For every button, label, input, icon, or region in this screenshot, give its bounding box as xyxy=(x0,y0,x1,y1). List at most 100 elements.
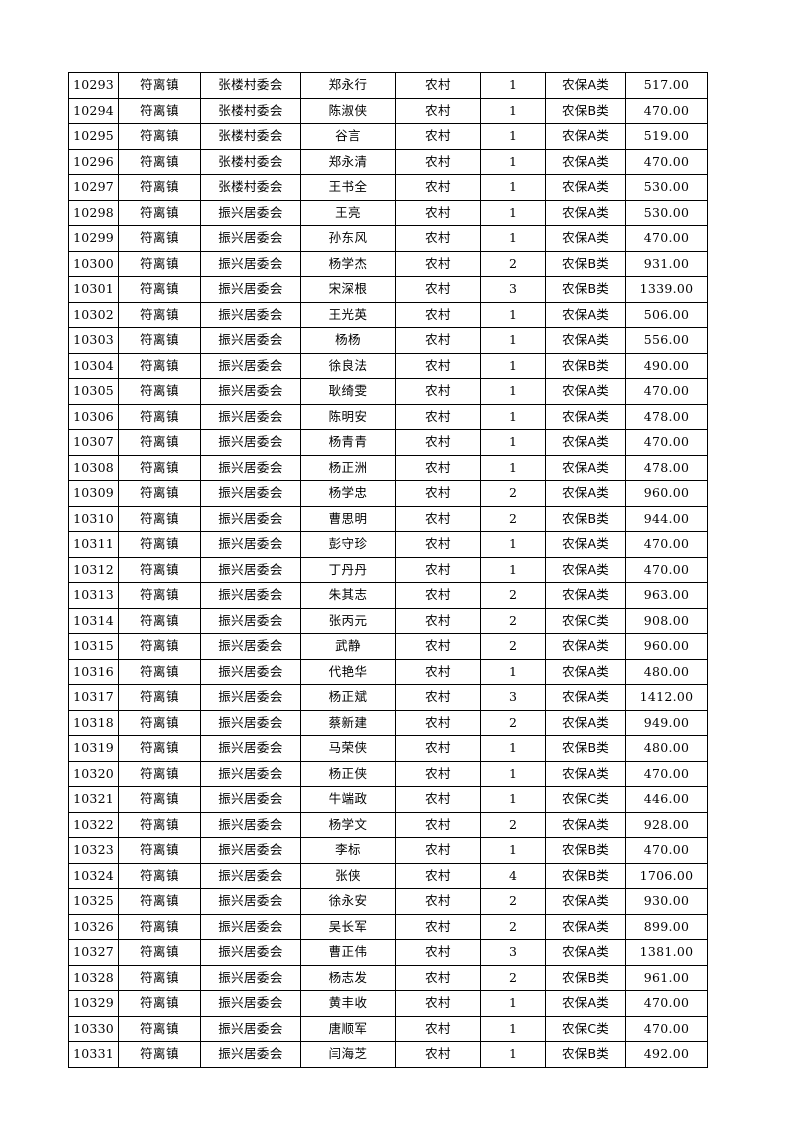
cell-category: 农保A类 xyxy=(545,174,626,201)
cell-category: 农保C类 xyxy=(545,1015,626,1042)
cell-id: 10328 xyxy=(68,964,119,991)
cell-count: 2 xyxy=(480,250,546,277)
cell-category: 农保B类 xyxy=(545,97,626,124)
cell-id: 10326 xyxy=(68,913,119,940)
cell-amount: 1339.00 xyxy=(625,276,708,303)
cell-village: 振兴居委会 xyxy=(200,811,301,838)
table-row: 10302 符离镇 振兴居委会 王光英 农村 1 农保A类 506.00 xyxy=(68,301,708,328)
table-row: 10327 符离镇 振兴居委会 曹正伟 农村 3 农保A类 1381.00 xyxy=(68,939,708,966)
cell-count: 1 xyxy=(480,454,546,481)
cell-category: 农保A类 xyxy=(545,454,626,481)
cell-name: 杨学杰 xyxy=(300,250,396,277)
cell-name: 杨正洲 xyxy=(300,454,396,481)
cell-id: 10321 xyxy=(68,786,119,813)
cell-name: 杨正斌 xyxy=(300,684,396,711)
cell-town: 符离镇 xyxy=(118,888,201,915)
cell-amount: 519.00 xyxy=(625,123,708,150)
cell-id: 10311 xyxy=(68,531,119,558)
cell-village: 振兴居委会 xyxy=(200,250,301,277)
cell-count: 1 xyxy=(480,1041,546,1068)
table-row: 10301 符离镇 振兴居委会 宋深根 农村 3 农保B类 1339.00 xyxy=(68,276,708,303)
cell-amount: 961.00 xyxy=(625,964,708,991)
cell-town: 符离镇 xyxy=(118,556,201,583)
cell-category: 农保B类 xyxy=(545,276,626,303)
cell-category: 农保A类 xyxy=(545,403,626,430)
cell-town: 符离镇 xyxy=(118,531,201,558)
cell-name: 闫海芝 xyxy=(300,1041,396,1068)
cell-name: 杨志发 xyxy=(300,964,396,991)
cell-household: 农村 xyxy=(395,148,481,175)
cell-town: 符离镇 xyxy=(118,684,201,711)
cell-id: 10298 xyxy=(68,199,119,226)
cell-name: 丁丹丹 xyxy=(300,556,396,583)
cell-category: 农保A类 xyxy=(545,939,626,966)
cell-id: 10299 xyxy=(68,225,119,252)
table-row: 10293 符离镇 张楼村委会 郑永行 农村 1 农保A类 517.00 xyxy=(68,72,708,99)
cell-town: 符离镇 xyxy=(118,225,201,252)
cell-household: 农村 xyxy=(395,403,481,430)
table-row: 10313 符离镇 振兴居委会 朱其志 农村 2 农保A类 963.00 xyxy=(68,582,708,609)
cell-name: 陈明安 xyxy=(300,403,396,430)
cell-category: 农保A类 xyxy=(545,684,626,711)
cell-household: 农村 xyxy=(395,429,481,456)
cell-id: 10304 xyxy=(68,352,119,379)
table-row: 10320 符离镇 振兴居委会 杨正侠 农村 1 农保A类 470.00 xyxy=(68,760,708,787)
cell-village: 振兴居委会 xyxy=(200,556,301,583)
cell-household: 农村 xyxy=(395,505,481,532)
table-row: 10321 符离镇 振兴居委会 牛端政 农村 1 农保C类 446.00 xyxy=(68,786,708,813)
cell-name: 杨青青 xyxy=(300,429,396,456)
cell-amount: 963.00 xyxy=(625,582,708,609)
cell-count: 3 xyxy=(480,939,546,966)
table-row: 10330 符离镇 振兴居委会 唐顺军 农村 1 农保C类 470.00 xyxy=(68,1015,708,1042)
cell-amount: 492.00 xyxy=(625,1041,708,1068)
cell-category: 农保A类 xyxy=(545,990,626,1017)
cell-household: 农村 xyxy=(395,658,481,685)
cell-town: 符离镇 xyxy=(118,301,201,328)
cell-count: 2 xyxy=(480,964,546,991)
cell-town: 符离镇 xyxy=(118,913,201,940)
cell-amount: 470.00 xyxy=(625,429,708,456)
cell-amount: 928.00 xyxy=(625,811,708,838)
cell-household: 农村 xyxy=(395,72,481,99)
cell-village: 振兴居委会 xyxy=(200,964,301,991)
cell-name: 代艳华 xyxy=(300,658,396,685)
cell-village: 振兴居委会 xyxy=(200,199,301,226)
cell-count: 1 xyxy=(480,403,546,430)
cell-id: 10331 xyxy=(68,1041,119,1068)
cell-id: 10293 xyxy=(68,72,119,99)
cell-category: 农保A类 xyxy=(545,811,626,838)
cell-household: 农村 xyxy=(395,199,481,226)
cell-village: 振兴居委会 xyxy=(200,684,301,711)
cell-household: 农村 xyxy=(395,607,481,634)
cell-amount: 506.00 xyxy=(625,301,708,328)
cell-count: 1 xyxy=(480,123,546,150)
cell-town: 符离镇 xyxy=(118,480,201,507)
cell-id: 10303 xyxy=(68,327,119,354)
cell-town: 符离镇 xyxy=(118,276,201,303)
cell-village: 振兴居委会 xyxy=(200,658,301,685)
cell-id: 10324 xyxy=(68,862,119,889)
cell-amount: 478.00 xyxy=(625,454,708,481)
cell-name: 郑永清 xyxy=(300,148,396,175)
cell-village: 振兴居委会 xyxy=(200,1015,301,1042)
table-row: 10326 符离镇 振兴居委会 吴长军 农村 2 农保A类 899.00 xyxy=(68,913,708,940)
table-row: 10318 符离镇 振兴居委会 蔡新建 农村 2 农保A类 949.00 xyxy=(68,709,708,736)
cell-id: 10308 xyxy=(68,454,119,481)
cell-name: 彭守珍 xyxy=(300,531,396,558)
cell-village: 振兴居委会 xyxy=(200,531,301,558)
table-row: 10300 符离镇 振兴居委会 杨学杰 农村 2 农保B类 931.00 xyxy=(68,250,708,277)
cell-name: 陈淑侠 xyxy=(300,97,396,124)
cell-category: 农保A类 xyxy=(545,480,626,507)
cell-village: 振兴居委会 xyxy=(200,913,301,940)
cell-id: 10316 xyxy=(68,658,119,685)
cell-count: 2 xyxy=(480,505,546,532)
cell-amount: 931.00 xyxy=(625,250,708,277)
cell-town: 符离镇 xyxy=(118,837,201,864)
cell-village: 振兴居委会 xyxy=(200,582,301,609)
cell-id: 10325 xyxy=(68,888,119,915)
cell-village: 张楼村委会 xyxy=(200,174,301,201)
cell-town: 符离镇 xyxy=(118,505,201,532)
cell-category: 农保B类 xyxy=(545,837,626,864)
table-row: 10303 符离镇 振兴居委会 杨杨 农村 1 农保A类 556.00 xyxy=(68,327,708,354)
cell-town: 符离镇 xyxy=(118,97,201,124)
